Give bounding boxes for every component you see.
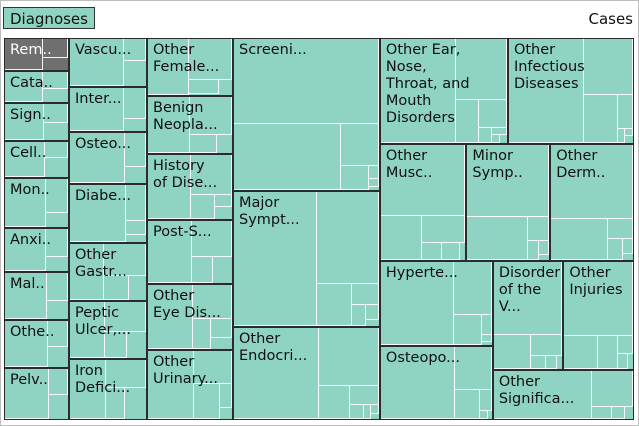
treemap-cell-label: Other Derm.. [556,148,606,182]
treemap-cell-disorders-of-the-v[interactable]: Disorders of the V... [492,260,564,371]
treemap-cell-other-significa[interactable]: Other Significa... [492,370,634,420]
treemap-cell-other-endocri[interactable]: Other Endocri... [233,326,380,420]
treemap-cell-label: Mon.. [10,181,50,198]
treemap-cell-label: Osteopo... [385,349,460,366]
treemap-cell-label: Minor Symp.. [472,148,523,182]
treemap-cell-rem[interactable]: Rem.. [4,38,69,71]
treemap-cell-label: Peptic Ulcer,... [75,304,131,338]
treemap-cell-label: Major Sympt... [239,195,300,229]
treemap-cell-label: Other Infectious Diseases [513,42,585,92]
treemap-cell-label: Osteo... [75,135,132,152]
treemap-cell-othe[interactable]: Othe.. [4,319,69,368]
treemap-cell-vascu[interactable]: Vascu... [69,38,147,87]
treemap-cell-diabe[interactable]: Diabe... [69,183,147,244]
treemap-cell-label: Other Gastr... [75,247,127,281]
treemap-cell-post-s[interactable]: Post-S... [147,219,233,285]
treemap-cell-label: Other Urinary... [153,354,218,388]
treemap-cell-other-infectious-diseases[interactable]: Other Infectious Diseases [507,38,634,145]
treemap-cell-other-gastr[interactable]: Other Gastr... [69,243,147,301]
treemap-cell-label: Othe.. [10,323,55,340]
treemap-cell-other-female[interactable]: Other Female... [147,38,233,96]
treemap-cell-anxi[interactable]: Anxi.. [4,227,69,272]
treemap-cell-label: Cata.. [10,74,53,91]
treemap-cell-other-musc[interactable]: Other Musc.. [379,144,467,261]
treemap-cell-label: History of Dise... [153,158,218,192]
treemap-cell-major-sympt[interactable]: Major Sympt... [233,191,380,327]
treemap-cell-label: Other Ear, Nose, Throat, and Mouth Disor… [385,42,470,126]
treemap-cell-label: Other Injuries [569,264,623,298]
treemap-cell-other-urinary[interactable]: Other Urinary... [147,350,233,420]
treemap-cell-peptic-ulcer[interactable]: Peptic Ulcer,... [69,300,147,360]
treemap-cell-other-ear-nose-throat-and-mouth-disorders[interactable]: Other Ear, Nose, Throat, and Mouth Disor… [379,38,508,145]
treemap-cell-benign-neopla[interactable]: Benign Neopla... [147,95,233,155]
treemap-cell-label: Other Female... [153,42,220,75]
size-measure-label: Cases [588,10,633,28]
treemap-cell-label: Other Musc.. [385,148,433,182]
treemap-cell-iron-defici[interactable]: Iron Defici... [69,359,147,420]
treemap-cell-label: Diabe... [75,187,132,204]
treemap-cell-cata[interactable]: Cata.. [4,70,69,104]
treemap-cell-mal[interactable]: Mal.. [4,271,69,320]
treemap-cell-pelv[interactable]: Pelv.. [4,367,69,420]
treemap-cell-other-eye-dis[interactable]: Other Eye Dis... [147,284,233,351]
treemap-cell-label: Sign.. [10,107,51,124]
treemap-cell-other-derm[interactable]: Other Derm.. [550,144,634,261]
treemap-cell-cell[interactable]: Cell.. [4,140,69,178]
treemap-cell-mon[interactable]: Mon.. [4,177,69,228]
treemap-cell-label: Other Eye Dis... [153,288,221,322]
treemap-cell-label: Screeni... [239,42,307,58]
treemap-cell-inter[interactable]: Inter... [69,86,147,132]
treemap-cell-label: Other Significa... [498,374,575,408]
treemap-cell-minor-symp[interactable]: Minor Symp.. [466,144,551,261]
treemap-cell-label: Cell.. [10,144,47,161]
treemap-cell-other-injuries[interactable]: Other Injuries [563,260,634,371]
treemap-cell-label: Vascu... [75,42,132,58]
treemap-cell-label: Inter... [75,90,122,107]
treemap-cell-sign[interactable]: Sign.. [4,103,69,141]
treemap-cell-label: Post-S... [153,223,212,240]
breadcrumb-diagnoses[interactable]: Diagnoses [3,7,95,29]
treemap-cell-label: Hyperte... [385,264,458,281]
treemap-cell-label: Anxi.. [10,231,51,248]
treemap-cell-label: Disorders of the V... [498,264,561,315]
treemap-cell-label: Other Endocri... [239,330,308,364]
treemap-cell-label: Pelv.. [10,371,48,388]
treemap-cell-label: Benign Neopla... [153,99,218,133]
treemap-cell-osteopo[interactable]: Osteopo... [379,345,493,420]
treemap-cell-screeni[interactable]: Screeni... [233,38,380,192]
treemap-cell-history-of-dise[interactable]: History of Dise... [147,154,233,220]
treemap-cell-label: Mal.. [10,275,45,292]
treemap-cell-osteo[interactable]: Osteo... [69,131,147,184]
treemap-cell-hyperte[interactable]: Hyperte... [379,260,493,346]
treemap-cell-label: Iron Defici... [75,363,131,397]
treemap-cell-label: Rem.. [10,42,52,58]
